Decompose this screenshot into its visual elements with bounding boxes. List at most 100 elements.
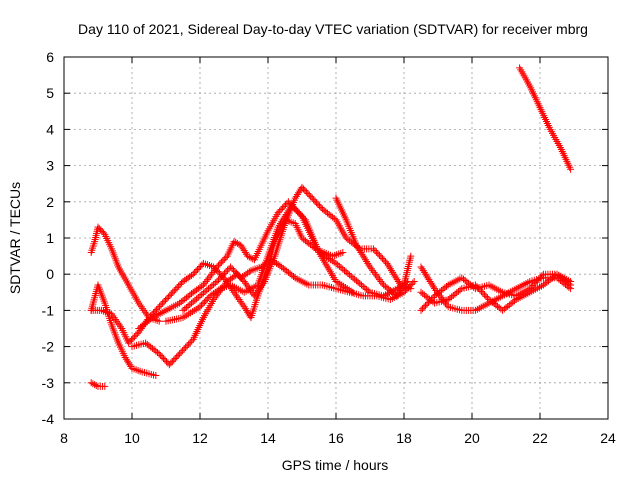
x-tick-label: 24 <box>600 430 616 446</box>
data-point <box>211 279 219 287</box>
data-point <box>279 216 287 224</box>
data-point <box>250 292 258 300</box>
data-point <box>407 281 415 289</box>
data-point <box>157 351 165 359</box>
data-point <box>170 356 178 364</box>
data-point <box>283 209 291 217</box>
data-point <box>398 285 406 293</box>
data-point <box>192 267 200 275</box>
data-point <box>156 302 164 310</box>
y-tick-label: 0 <box>46 266 54 282</box>
data-point <box>425 276 433 284</box>
data-point <box>280 214 288 222</box>
data-point <box>109 312 117 320</box>
data-point <box>393 276 401 284</box>
data-point <box>186 339 194 347</box>
data-point <box>419 305 427 313</box>
data-point <box>289 203 297 211</box>
data-point <box>392 274 400 282</box>
data-point <box>123 357 131 365</box>
data-point <box>374 250 382 258</box>
data-point <box>377 253 385 261</box>
data-point <box>296 187 304 195</box>
data-point <box>240 247 248 255</box>
data-point <box>292 206 300 214</box>
data-point <box>377 277 385 285</box>
y-tick-label: -3 <box>42 375 55 391</box>
data-point <box>159 299 167 307</box>
data-point <box>129 334 137 342</box>
data-point <box>369 245 377 253</box>
y-axis-label: SDTVAR / TECUs <box>7 182 23 294</box>
data-point <box>373 272 381 280</box>
data-point <box>371 270 379 278</box>
data-point <box>147 315 155 323</box>
data-point <box>425 298 433 306</box>
data-point <box>241 248 249 256</box>
data-point <box>359 252 367 260</box>
data-point <box>535 275 543 283</box>
data-point <box>172 285 180 293</box>
data-point <box>191 269 199 277</box>
data-point <box>293 191 301 199</box>
data-point <box>277 206 285 214</box>
data-point <box>358 250 366 258</box>
data-point <box>210 267 218 275</box>
data-point <box>122 355 130 363</box>
data-point <box>355 245 363 253</box>
data-point <box>419 267 427 275</box>
data-point <box>197 301 205 309</box>
data-point <box>243 281 251 289</box>
data-point <box>276 207 284 215</box>
data-point <box>288 201 296 209</box>
data-point <box>301 186 309 194</box>
data-point <box>238 243 246 251</box>
data-point <box>292 192 300 200</box>
data-point <box>347 272 355 280</box>
data-point <box>339 265 347 273</box>
data-point <box>399 283 407 291</box>
data-point <box>176 350 184 358</box>
data-point <box>422 270 430 278</box>
data-point <box>427 279 435 287</box>
data-point <box>101 382 109 390</box>
data-point <box>233 239 241 247</box>
data-point <box>228 265 236 273</box>
data-point <box>305 191 313 199</box>
data-point <box>155 317 163 325</box>
data-point <box>394 277 402 285</box>
data-point <box>363 258 371 266</box>
data-point <box>126 337 134 345</box>
data-point <box>567 281 575 289</box>
data-point <box>426 297 434 305</box>
data-point <box>186 301 194 309</box>
y-tick-label: 2 <box>46 194 54 210</box>
data-point <box>294 208 302 216</box>
data-point <box>199 281 207 289</box>
data-point <box>422 302 430 310</box>
y-tick-label: 1 <box>46 230 54 246</box>
data-point <box>219 257 227 265</box>
y-tick-label: 3 <box>46 158 54 174</box>
data-point <box>424 274 432 282</box>
data-point <box>370 268 378 276</box>
data-point <box>295 209 303 217</box>
data-point <box>239 301 247 309</box>
data-point <box>188 337 196 345</box>
data-point <box>208 282 216 290</box>
data-point <box>227 263 235 271</box>
x-tick-label: 10 <box>124 430 140 446</box>
series-track-5 <box>128 183 415 369</box>
data-point <box>245 310 253 318</box>
data-point <box>210 280 218 288</box>
data-point <box>125 359 133 367</box>
data-point <box>383 259 391 267</box>
data-point <box>234 271 242 279</box>
data-point <box>278 218 286 226</box>
data-point <box>158 353 166 361</box>
data-point <box>315 202 323 210</box>
data-point <box>188 299 195 307</box>
data-point <box>205 285 212 293</box>
data-point <box>244 252 252 260</box>
